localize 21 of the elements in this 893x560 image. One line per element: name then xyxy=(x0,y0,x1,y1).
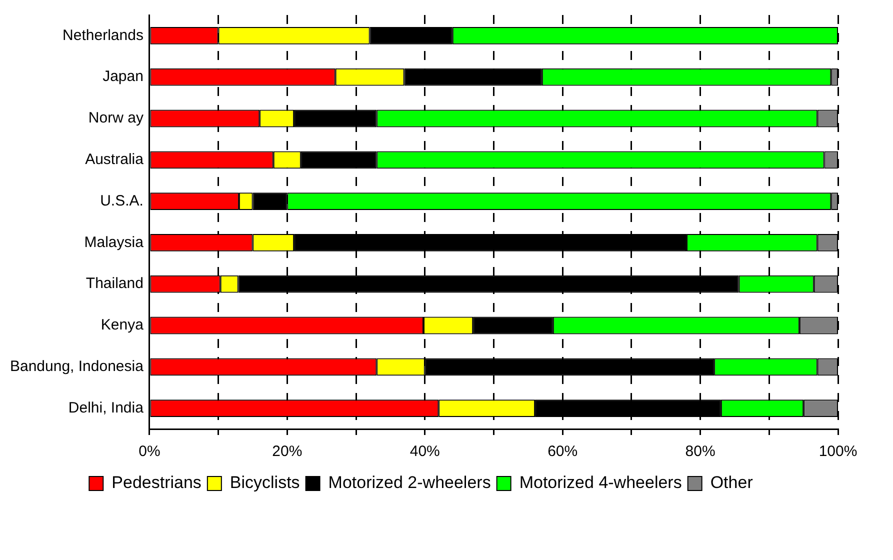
y-tick-label: Norw ay xyxy=(88,110,144,127)
x-tick-label: 20% xyxy=(272,443,302,460)
y-tick-label: Australia xyxy=(85,151,144,168)
y-tick-label: Japan xyxy=(102,68,144,86)
x-tick-label: 100% xyxy=(818,443,858,460)
y-tick-label: U.S.A. xyxy=(100,192,144,210)
legend-label: Motorized 2-wheelers xyxy=(328,473,491,492)
y-tick-label: Delhi, India xyxy=(68,399,144,416)
y-tick-label: Kenya xyxy=(100,316,144,334)
y-tick-label: Thailand xyxy=(86,275,144,292)
y-tick-label: Malaysia xyxy=(84,234,144,251)
legend-label: Other xyxy=(710,473,754,492)
x-tick-label: 0% xyxy=(138,443,160,460)
legend-label: Pedestrians xyxy=(112,473,202,492)
x-tick-label: 60% xyxy=(548,443,578,460)
legend-label: Motorized 4-wheelers xyxy=(519,473,682,492)
x-tick-label: 40% xyxy=(410,443,440,460)
y-tick-label: Bandung, Indonesia xyxy=(10,358,144,376)
y-tick-label: Netherlands xyxy=(62,26,144,44)
x-tick-label: 80% xyxy=(685,443,716,460)
legend-label: Bicyclists xyxy=(230,473,300,492)
